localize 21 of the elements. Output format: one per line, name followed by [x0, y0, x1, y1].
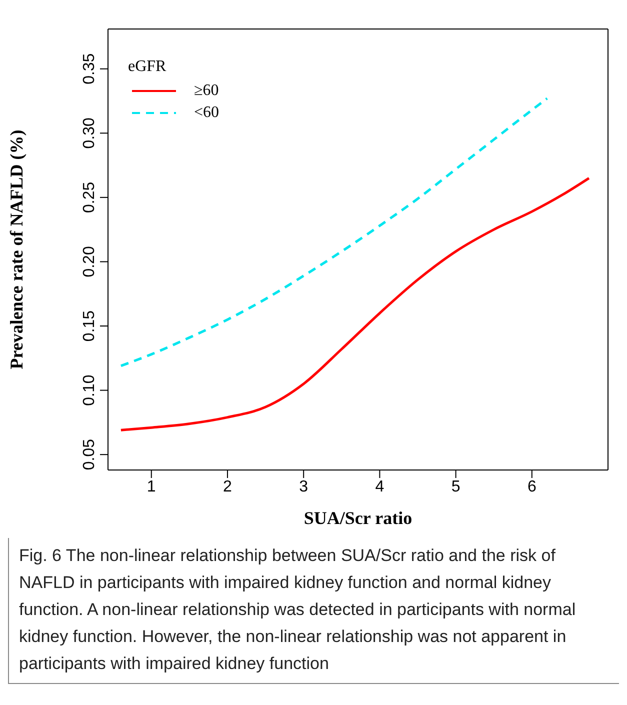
y-tick-label: 0.30 — [81, 117, 98, 149]
y-tick-label: 0.35 — [81, 53, 98, 84]
x-tick-label: 5 — [451, 478, 460, 496]
line-series — [120, 97, 548, 368]
line-series — [120, 176, 590, 432]
x-tick-label: 3 — [299, 478, 308, 496]
y-tick-label: 0.15 — [81, 310, 98, 342]
x-tick-label: 6 — [527, 478, 536, 496]
y-tick-label: 0.25 — [81, 182, 98, 213]
x-axis-title: SUA/Scr ratio — [304, 508, 412, 528]
y-tick-label: 0.05 — [81, 438, 98, 470]
y-tick-label: 0.10 — [81, 374, 98, 406]
y-axis-title: Prevalence rate of NAFLD (%) — [6, 130, 26, 370]
legend-label: <60 — [194, 104, 220, 122]
legend-label: ≥60 — [194, 82, 219, 100]
x-tick-label: 2 — [223, 478, 232, 496]
x-tick-label: 4 — [375, 478, 384, 496]
legend-title: eGFR — [128, 58, 168, 76]
x-tick-label: 1 — [146, 478, 156, 496]
caption: Fig. 6 The non-linear relationship between SUA/Scr ratio and the risk of NAFLD in participants with impaired kidney function and normal kidney function. A non-linear relationship was detected in participants with normal kidney function. However, the non-linear relationship was not apparent in participants with impaired kidney function — [19, 545, 577, 675]
y-tick-label: 0.20 — [81, 246, 98, 278]
